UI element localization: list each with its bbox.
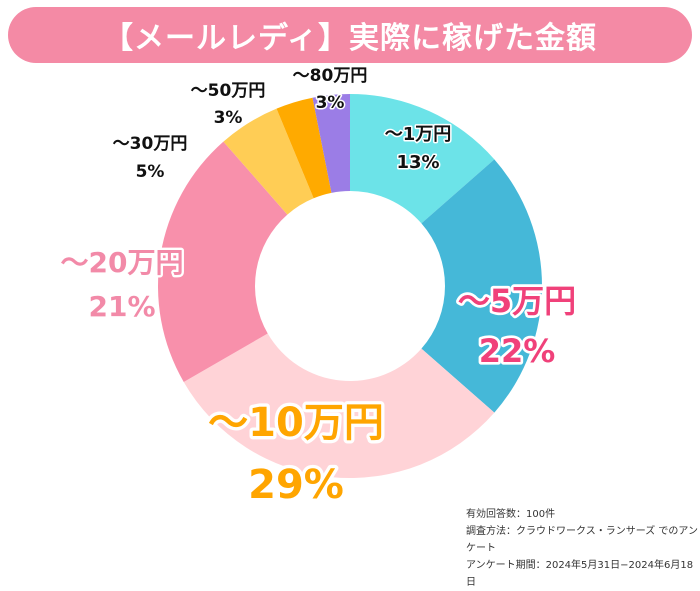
donut-slice-7: [312, 94, 350, 193]
category-label-7: ～80万円: [293, 66, 368, 86]
category-label-3: ～10万円: [208, 400, 384, 446]
donut-slice-5: [223, 108, 314, 215]
category-label-5: ～30万円: [113, 134, 188, 154]
percent-label-1: 13%: [396, 152, 439, 173]
survey-footer: 有効回答数：100件 調査方法：クラウドワークス・ランサーズ でのアンケート ア…: [466, 506, 700, 591]
chart-title: 【メールレディ】実際に稼げた金額: [103, 21, 597, 56]
footer-method: 調査方法：クラウドワークス・ランサーズ でのアンケート: [466, 526, 698, 554]
footer-period: アンケート期間：2024年5月31日−2024年6月18日: [466, 560, 694, 588]
donut-slice-6: [276, 97, 332, 199]
donut-slice-2: [421, 159, 542, 413]
percent-label-2: 22%: [479, 332, 556, 370]
percent-label-3: 29%: [248, 462, 344, 508]
percent-label-5: 5%: [136, 162, 165, 182]
donut-slice-3: [183, 333, 495, 478]
category-label-1: ～1万円: [385, 124, 452, 145]
footer-responses: 有効回答数：100件: [466, 509, 556, 520]
donut-chart: ～1万円 13% ～5万円 22% ～10万円 29% ～20万円 21% ～30万円 5% ～50…: [60, 66, 577, 508]
title-banner: 【メールレディ】実際に稼げた金額: [8, 7, 692, 63]
category-label-2: ～5万円: [458, 282, 576, 320]
category-label-6: ～50万円: [191, 81, 266, 101]
percent-label-7: 3%: [316, 93, 345, 113]
percent-label-6: 3%: [214, 108, 243, 128]
donut-slice-4: [158, 141, 288, 382]
donut-slice-1: [350, 94, 495, 224]
percent-label-4: 21%: [88, 290, 155, 323]
category-label-4: ～20万円: [61, 246, 184, 279]
